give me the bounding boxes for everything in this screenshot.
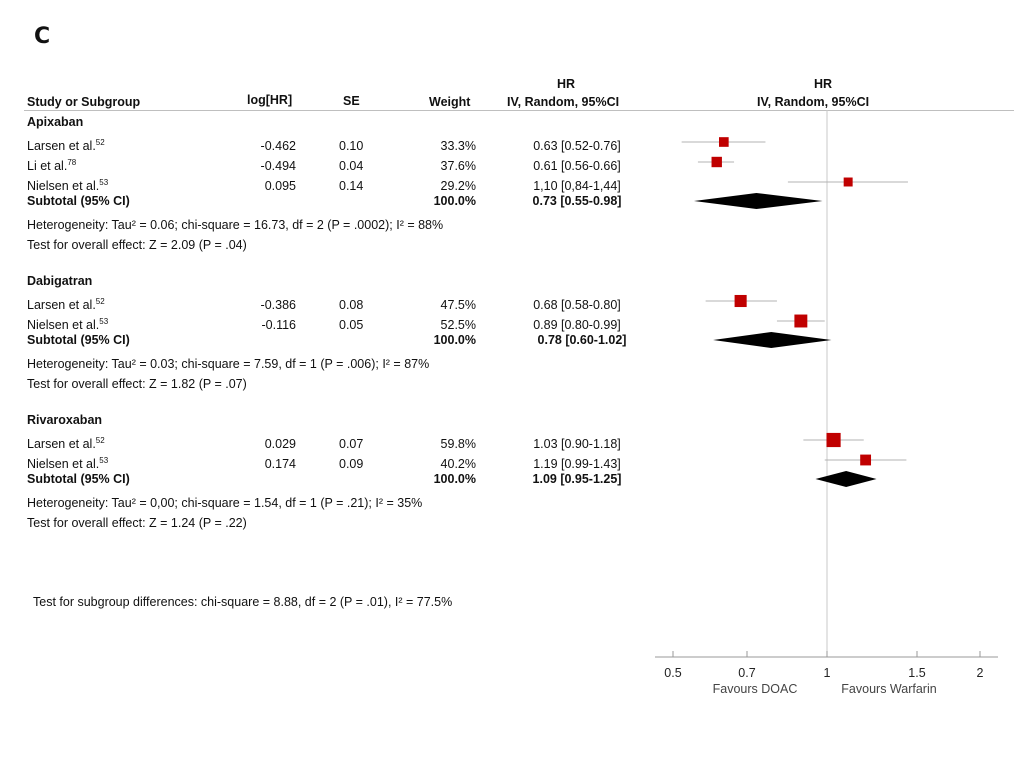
loghr-value: -0.116 <box>261 318 296 332</box>
x-tick-label: 0.5 <box>664 666 681 680</box>
study-marker <box>826 432 841 448</box>
overall-effect-text: Test for overall effect: Z = 1.82 (P = .… <box>27 377 247 391</box>
group-title-apixaban: Apixaban <box>27 115 84 129</box>
hr-ci-value: 1.03 [0.90-1.18] <box>533 437 621 451</box>
header-study: Study or Subgroup <box>27 95 141 109</box>
hr-ci-value: 0.61 [0.56-0.66] <box>533 159 621 173</box>
loghr-value: 0.095 <box>264 179 296 193</box>
loghr-value: -0.494 <box>260 159 296 173</box>
subtotal-weight: 100.0% <box>433 194 476 208</box>
weight-value: 29.2% <box>440 179 476 193</box>
study-marker <box>794 314 808 328</box>
group-title-dabigatran: Dabigatran <box>27 274 93 288</box>
heterogeneity-text: Heterogeneity: Tau² = 0.06; chi-square =… <box>27 218 444 232</box>
loghr-value: 0.174 <box>264 457 296 471</box>
study-label: Nielsen et al.53 <box>27 177 109 193</box>
subtotal-label: Subtotal (95% CI) <box>27 194 130 208</box>
loghr-value: -0.386 <box>260 298 296 312</box>
x-tick-label: 0.7 <box>738 666 755 680</box>
favours-doac-label: Favours DOAC <box>713 682 798 696</box>
study-marker <box>711 156 722 168</box>
se-value: 0.09 <box>339 457 364 471</box>
favours-warfarin-label: Favours Warfarin <box>841 682 936 696</box>
hr-ci-value: 1.19 [0.99-1.43] <box>533 457 621 471</box>
header-se: SE <box>343 94 360 108</box>
study-label: Larsen et al.52 <box>27 296 105 312</box>
header-hr-left: HR <box>557 77 576 91</box>
loghr-value: -0.462 <box>260 139 296 153</box>
se-value: 0.04 <box>339 159 364 173</box>
heterogeneity-text: Heterogeneity: Tau² = 0.03; chi-square =… <box>27 357 430 371</box>
se-value: 0.08 <box>339 298 364 312</box>
header-method-left: IV, Random, 95%CI <box>507 95 620 109</box>
study-label: Larsen et al.52 <box>27 435 105 451</box>
header-weight: Weight <box>429 95 471 109</box>
panel-label: C <box>34 24 51 49</box>
subtotal-weight: 100.0% <box>433 333 476 347</box>
x-tick-label: 1 <box>824 666 831 680</box>
study-marker <box>734 294 747 308</box>
subtotal-weight: 100.0% <box>433 472 476 486</box>
loghr-value: 0.029 <box>264 437 296 451</box>
weight-value: 33.3% <box>440 139 476 153</box>
header-loghr: log[HR] <box>247 93 293 107</box>
weight-value: 52.5% <box>440 318 476 332</box>
x-tick-label: 1.5 <box>908 666 925 680</box>
header-divider <box>24 110 1014 111</box>
study-label: Nielsen et al.53 <box>27 316 109 332</box>
weight-value: 40.2% <box>440 457 476 471</box>
study-marker <box>860 454 872 466</box>
se-value: 0.05 <box>339 318 364 332</box>
weight-value: 37.6% <box>440 159 476 173</box>
study-label: Nielsen et al.53 <box>27 455 109 471</box>
x-tick-label: 2 <box>977 666 984 680</box>
overall-effect-text: Test for overall effect: Z = 1.24 (P = .… <box>27 516 247 530</box>
subtotal-label: Subtotal (95% CI) <box>27 333 130 347</box>
weight-value: 59.8% <box>440 437 476 451</box>
hr-ci-value: 1,10 [0,84-1,44] <box>533 179 621 193</box>
se-value: 0.07 <box>339 437 364 451</box>
study-marker <box>843 177 853 187</box>
study-marker <box>718 137 729 147</box>
subtotal-ci: 1.09 [0.95-1.25] <box>532 472 622 486</box>
hr-ci-value: 0.68 [0.58-0.80] <box>533 298 621 312</box>
subtotal-diamond <box>693 193 823 209</box>
overall-effect-text: Test for overall effect: Z = 2.09 (P = .… <box>27 238 247 252</box>
subtotal-diamond <box>713 332 832 348</box>
study-label: Li et al.78 <box>27 157 77 173</box>
study-label: Larsen et al.52 <box>27 137 105 153</box>
weight-value: 47.5% <box>440 298 476 312</box>
group-title-rivaroxaban: Rivaroxaban <box>27 413 103 427</box>
hr-ci-value: 0.89 [0.80-0.99] <box>533 318 621 332</box>
header-method-right: IV, Random, 95%CI <box>757 95 870 109</box>
subgroup-differences-text: Test for subgroup differences: chi-squar… <box>33 595 453 609</box>
subtotal-diamond <box>815 471 877 487</box>
se-value: 0.10 <box>339 139 364 153</box>
se-value: 0.14 <box>339 179 364 193</box>
header-hr-right: HR <box>814 77 833 91</box>
subtotal-ci: 0.73 [0.55-0.98] <box>532 194 622 208</box>
hr-ci-value: 0.63 [0.52-0.76] <box>533 139 621 153</box>
subtotal-ci: 0.78 [0.60-1.02] <box>537 333 627 347</box>
subtotal-label: Subtotal (95% CI) <box>27 472 130 486</box>
heterogeneity-text: Heterogeneity: Tau² = 0,00; chi-square =… <box>27 496 423 510</box>
